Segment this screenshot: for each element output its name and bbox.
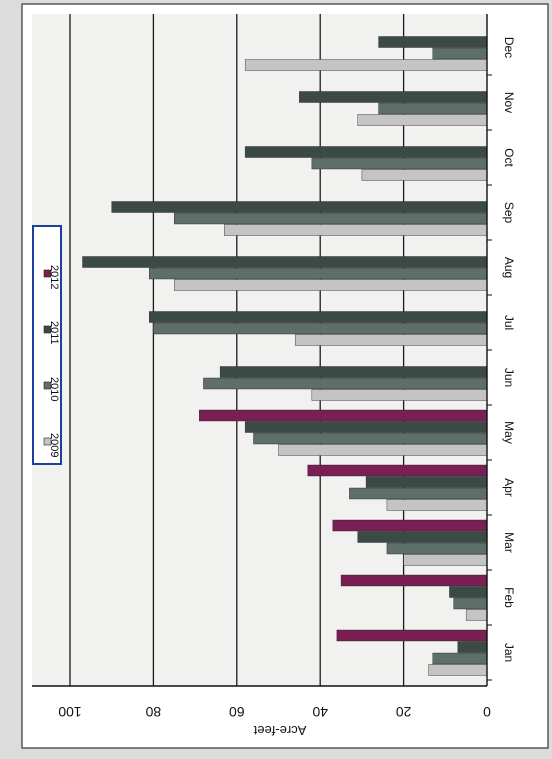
bar-2011-Jan <box>457 641 488 653</box>
bar-2010-Mar <box>386 542 488 555</box>
bar-2009-Jul <box>294 334 488 346</box>
category-label: Jun <box>502 368 516 387</box>
legend-swatch-2010 <box>43 381 52 390</box>
bar-2010-Dec <box>432 47 488 60</box>
bar-2009-Jan <box>428 664 488 676</box>
bar-2009-Nov <box>357 114 488 126</box>
bar-2011-Jul <box>149 311 488 323</box>
value-axis-title: Acre-feet <box>253 723 306 738</box>
legend-swatch-2011 <box>43 325 52 334</box>
bar-2011-Dec <box>378 36 488 48</box>
bar-2011-Oct <box>244 146 488 158</box>
bar-2010-Jul <box>153 322 488 335</box>
category-label: Jan <box>502 643 516 662</box>
bar-2010-Apr <box>349 487 488 500</box>
bar-2011-Mar <box>357 531 488 543</box>
bar-2009-Feb <box>465 609 488 621</box>
legend-label-2009: 2009 <box>48 433 60 457</box>
bar-2010-May <box>253 432 488 445</box>
bar-2010-Sep <box>174 212 488 225</box>
bar-2011-Jun <box>219 366 488 378</box>
legend-label-2010: 2010 <box>48 377 60 401</box>
bar-2012-Jan <box>336 629 488 642</box>
bar-2010-Oct <box>311 157 488 170</box>
bar-2011-Nov <box>299 91 488 103</box>
legend: 2009 2010 2011 2012 <box>32 225 62 465</box>
bar-2010-Aug <box>149 267 488 280</box>
category-label: Oct <box>502 148 516 167</box>
category-label: Dec <box>502 37 516 58</box>
category-label: Aug <box>502 257 516 278</box>
bar-2009-Oct <box>361 169 488 181</box>
x-tick-label: 100 <box>58 704 82 720</box>
x-tick-label: 40 <box>312 704 328 720</box>
x-tick-label: 60 <box>229 704 245 720</box>
category-label: Apr <box>502 478 516 497</box>
bar-2011-May <box>244 421 488 433</box>
bar-2009-Dec <box>244 59 488 71</box>
bar-2010-Jan <box>432 652 488 665</box>
bar-2012-Apr <box>307 464 488 477</box>
bar-2009-Apr <box>386 499 488 511</box>
bar-2012-May <box>199 409 488 422</box>
legend-label-2012: 2012 <box>48 265 60 289</box>
category-label: May <box>502 421 516 444</box>
bar-2012-Feb <box>340 574 488 587</box>
bar-2010-Jun <box>203 377 488 390</box>
bar-2009-Aug <box>174 279 488 291</box>
bar-2009-Mar <box>403 554 488 566</box>
bar-2011-Feb <box>449 586 488 598</box>
category-label: Mar <box>502 532 516 553</box>
legend-swatch-2012 <box>43 269 52 278</box>
x-tick-label: 80 <box>145 704 161 720</box>
legend-label-2011: 2011 <box>48 321 60 345</box>
bar-2010-Feb <box>453 597 488 610</box>
bar-2012-Mar <box>332 519 488 532</box>
legend-swatch-2009 <box>43 437 52 446</box>
x-tick-label: 20 <box>396 704 412 720</box>
category-label: Nov <box>502 92 516 113</box>
category-label: Jul <box>502 315 516 330</box>
bar-2009-Sep <box>224 224 488 236</box>
x-tick-label: 0 <box>483 704 491 720</box>
category-label: Sep <box>502 202 516 224</box>
bar-2009-Jun <box>311 389 488 401</box>
bar-2010-Nov <box>378 102 488 115</box>
bar-2011-Apr <box>365 476 488 488</box>
plot-area <box>32 14 487 686</box>
bar-2009-May <box>278 444 488 456</box>
bar-2011-Aug <box>82 256 488 268</box>
category-label: Feb <box>502 587 516 608</box>
legend-box <box>32 225 62 465</box>
bar-2011-Sep <box>111 201 488 213</box>
